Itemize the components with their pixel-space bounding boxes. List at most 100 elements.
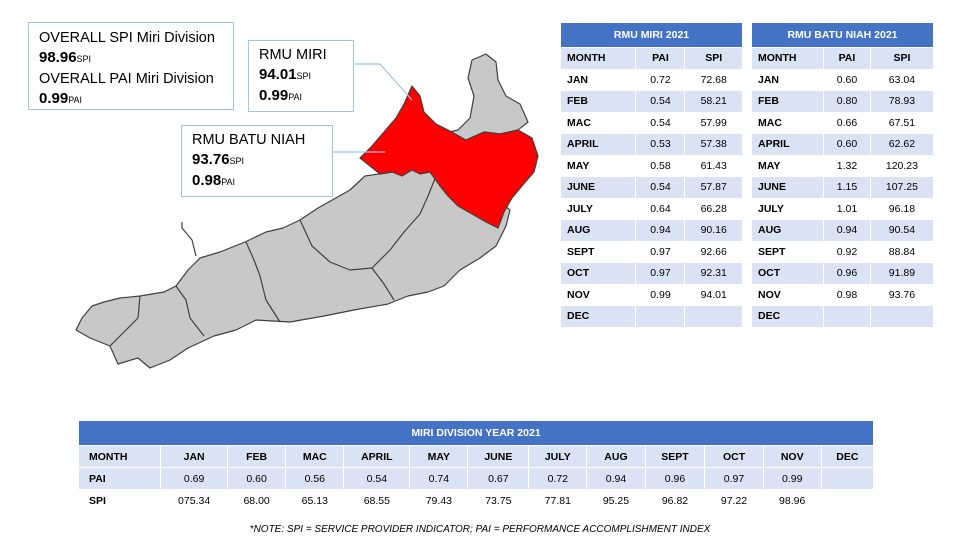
spi-cell: 72.68 [684, 68, 743, 91]
batu-niah-pai-unit: PAI [221, 177, 236, 187]
value-cell: 0.54 [343, 467, 411, 490]
month-cell: MAC [559, 111, 637, 134]
month-cell: MAY [750, 154, 825, 177]
table-row: MAC 0.66 67.51 [750, 111, 935, 134]
month-cell: FEB [750, 90, 825, 113]
pai-cell: 0.97 [635, 240, 686, 263]
table-row: PAI 0.69 0.60 0.56 0.54 0.74 0.67 0.72 0.94 0.96 0… [77, 467, 875, 490]
column-header: JUNE [467, 445, 530, 468]
overall-pai-value-line: 0.99PAI [39, 89, 223, 110]
pai-cell [823, 305, 871, 328]
pai-cell: 0.54 [635, 176, 686, 199]
footnote: *NOTE: SPI = SERVICE PROVIDER INDICATOR;… [249, 524, 711, 535]
overall-pai-value: 0.99 [39, 90, 69, 107]
table-row: SPI 075.34 68.00 65.13 68.55 79.43 73.75 77.81 9… [77, 489, 875, 512]
spi-cell: 92.31 [684, 262, 743, 285]
month-cell: JAN [559, 68, 637, 91]
miri-spi-unit: SPI [296, 71, 312, 81]
miri-spi-value: 94.01 [259, 66, 297, 83]
column-header: SEPT [644, 445, 706, 468]
pai-cell: 0.54 [635, 111, 686, 134]
rmu-miri-header-row: MONTH PAI SPI [559, 47, 743, 70]
map-region-grey-tip [439, 53, 529, 141]
month-cell: FEB [559, 90, 637, 113]
value-cell: 97.22 [704, 489, 764, 512]
spi-cell: 67.51 [869, 111, 935, 134]
column-header: FEB [227, 445, 287, 468]
table-row: APRIL 0.53 57.38 [559, 133, 743, 156]
column-header: MONTH [750, 47, 825, 70]
column-header: AUG [586, 445, 646, 468]
pai-cell: 0.58 [635, 154, 686, 177]
value-cell: 0.96 [644, 467, 706, 490]
table-row: DEC [750, 305, 935, 328]
table-row: FEB 0.80 78.93 [750, 90, 935, 113]
month-cell: NOV [559, 283, 637, 306]
month-cell: OCT [559, 262, 637, 285]
value-cell: 73.75 [467, 489, 530, 512]
spi-cell: 57.38 [684, 133, 743, 156]
spi-cell: 58.21 [684, 90, 743, 113]
value-cell: 95.25 [586, 489, 646, 512]
overall-spi-unit: SPI [76, 54, 92, 64]
month-cell: MAC [750, 111, 825, 134]
table-row: JULY 1.01 96.18 [750, 197, 935, 220]
spi-cell: 96.18 [869, 197, 935, 220]
table-row: MAY 0.58 61.43 [559, 154, 743, 177]
table-row: FEB 0.54 58.21 [559, 90, 743, 113]
column-header: APRIL [343, 445, 411, 468]
batu-niah-pai-line: 0.98PAI [192, 171, 322, 192]
pai-cell: 0.80 [823, 90, 871, 113]
pai-cell: 0.92 [823, 240, 871, 263]
spi-cell: 120.23 [869, 154, 935, 177]
pai-cell: 0.60 [823, 68, 871, 91]
miri-callout: RMU MIRI 94.01SPI 0.99PAI [248, 40, 354, 112]
pai-cell: 0.97 [635, 262, 686, 285]
value-cell: 0.74 [409, 467, 469, 490]
column-header: NOV [762, 445, 822, 468]
overall-spi-value-line: 98.96SPI [39, 48, 223, 69]
pai-cell [635, 305, 686, 328]
value-cell: 68.00 [227, 489, 287, 512]
table-row: APRIL 0.60 62.62 [750, 133, 935, 156]
table-row: AUG 0.94 90.54 [750, 219, 935, 242]
spi-cell: 92.66 [684, 240, 743, 263]
table-row: JULY 0.64 66.28 [559, 197, 743, 220]
pai-cell: 0.60 [823, 133, 871, 156]
value-cell: 96.82 [644, 489, 706, 512]
value-cell: 77.81 [528, 489, 588, 512]
table-row: JAN 0.72 72.68 [559, 68, 743, 91]
month-cell: OCT [750, 262, 825, 285]
overall-pai-unit: PAI [68, 95, 83, 105]
miri-callout-title: RMU MIRI [259, 47, 327, 63]
table-row: JUNE 0.54 57.87 [559, 176, 743, 199]
month-cell: JULY [559, 197, 637, 220]
table-row: MAC 0.54 57.99 [559, 111, 743, 134]
batu-niah-callout-title: RMU BATU NIAH [192, 132, 306, 148]
pai-cell: 1.15 [823, 176, 871, 199]
row-label: SPI [77, 489, 162, 512]
column-header: MAY [409, 445, 469, 468]
map-region-grey [75, 129, 511, 369]
miri-pai-unit: PAI [288, 92, 303, 102]
miri-pai-line: 0.99PAI [259, 86, 343, 107]
month-cell: JULY [750, 197, 825, 220]
month-cell: APRIL [559, 133, 637, 156]
map-region-miri-highlight [359, 85, 539, 229]
column-header: SPI [684, 47, 743, 70]
pai-cell: 0.72 [635, 68, 686, 91]
spi-cell: 57.87 [684, 176, 743, 199]
table-row: OCT 0.97 92.31 [559, 262, 743, 285]
spi-cell: 88.84 [869, 240, 935, 263]
value-cell: 075.34 [160, 489, 229, 512]
spi-cell [684, 305, 743, 328]
month-cell: MAY [559, 154, 637, 177]
spi-cell: 61.43 [684, 154, 743, 177]
batu-niah-spi-value: 93.76 [192, 151, 230, 168]
miri-division-table-title: MIRI DIVISION YEAR 2021 [78, 420, 874, 446]
month-cell: DEC [750, 305, 825, 328]
batu-niah-spi-line: 93.76SPI [192, 150, 322, 171]
pai-cell: 0.64 [635, 197, 686, 220]
month-cell: SEPT [559, 240, 637, 263]
pai-cell: 0.96 [823, 262, 871, 285]
